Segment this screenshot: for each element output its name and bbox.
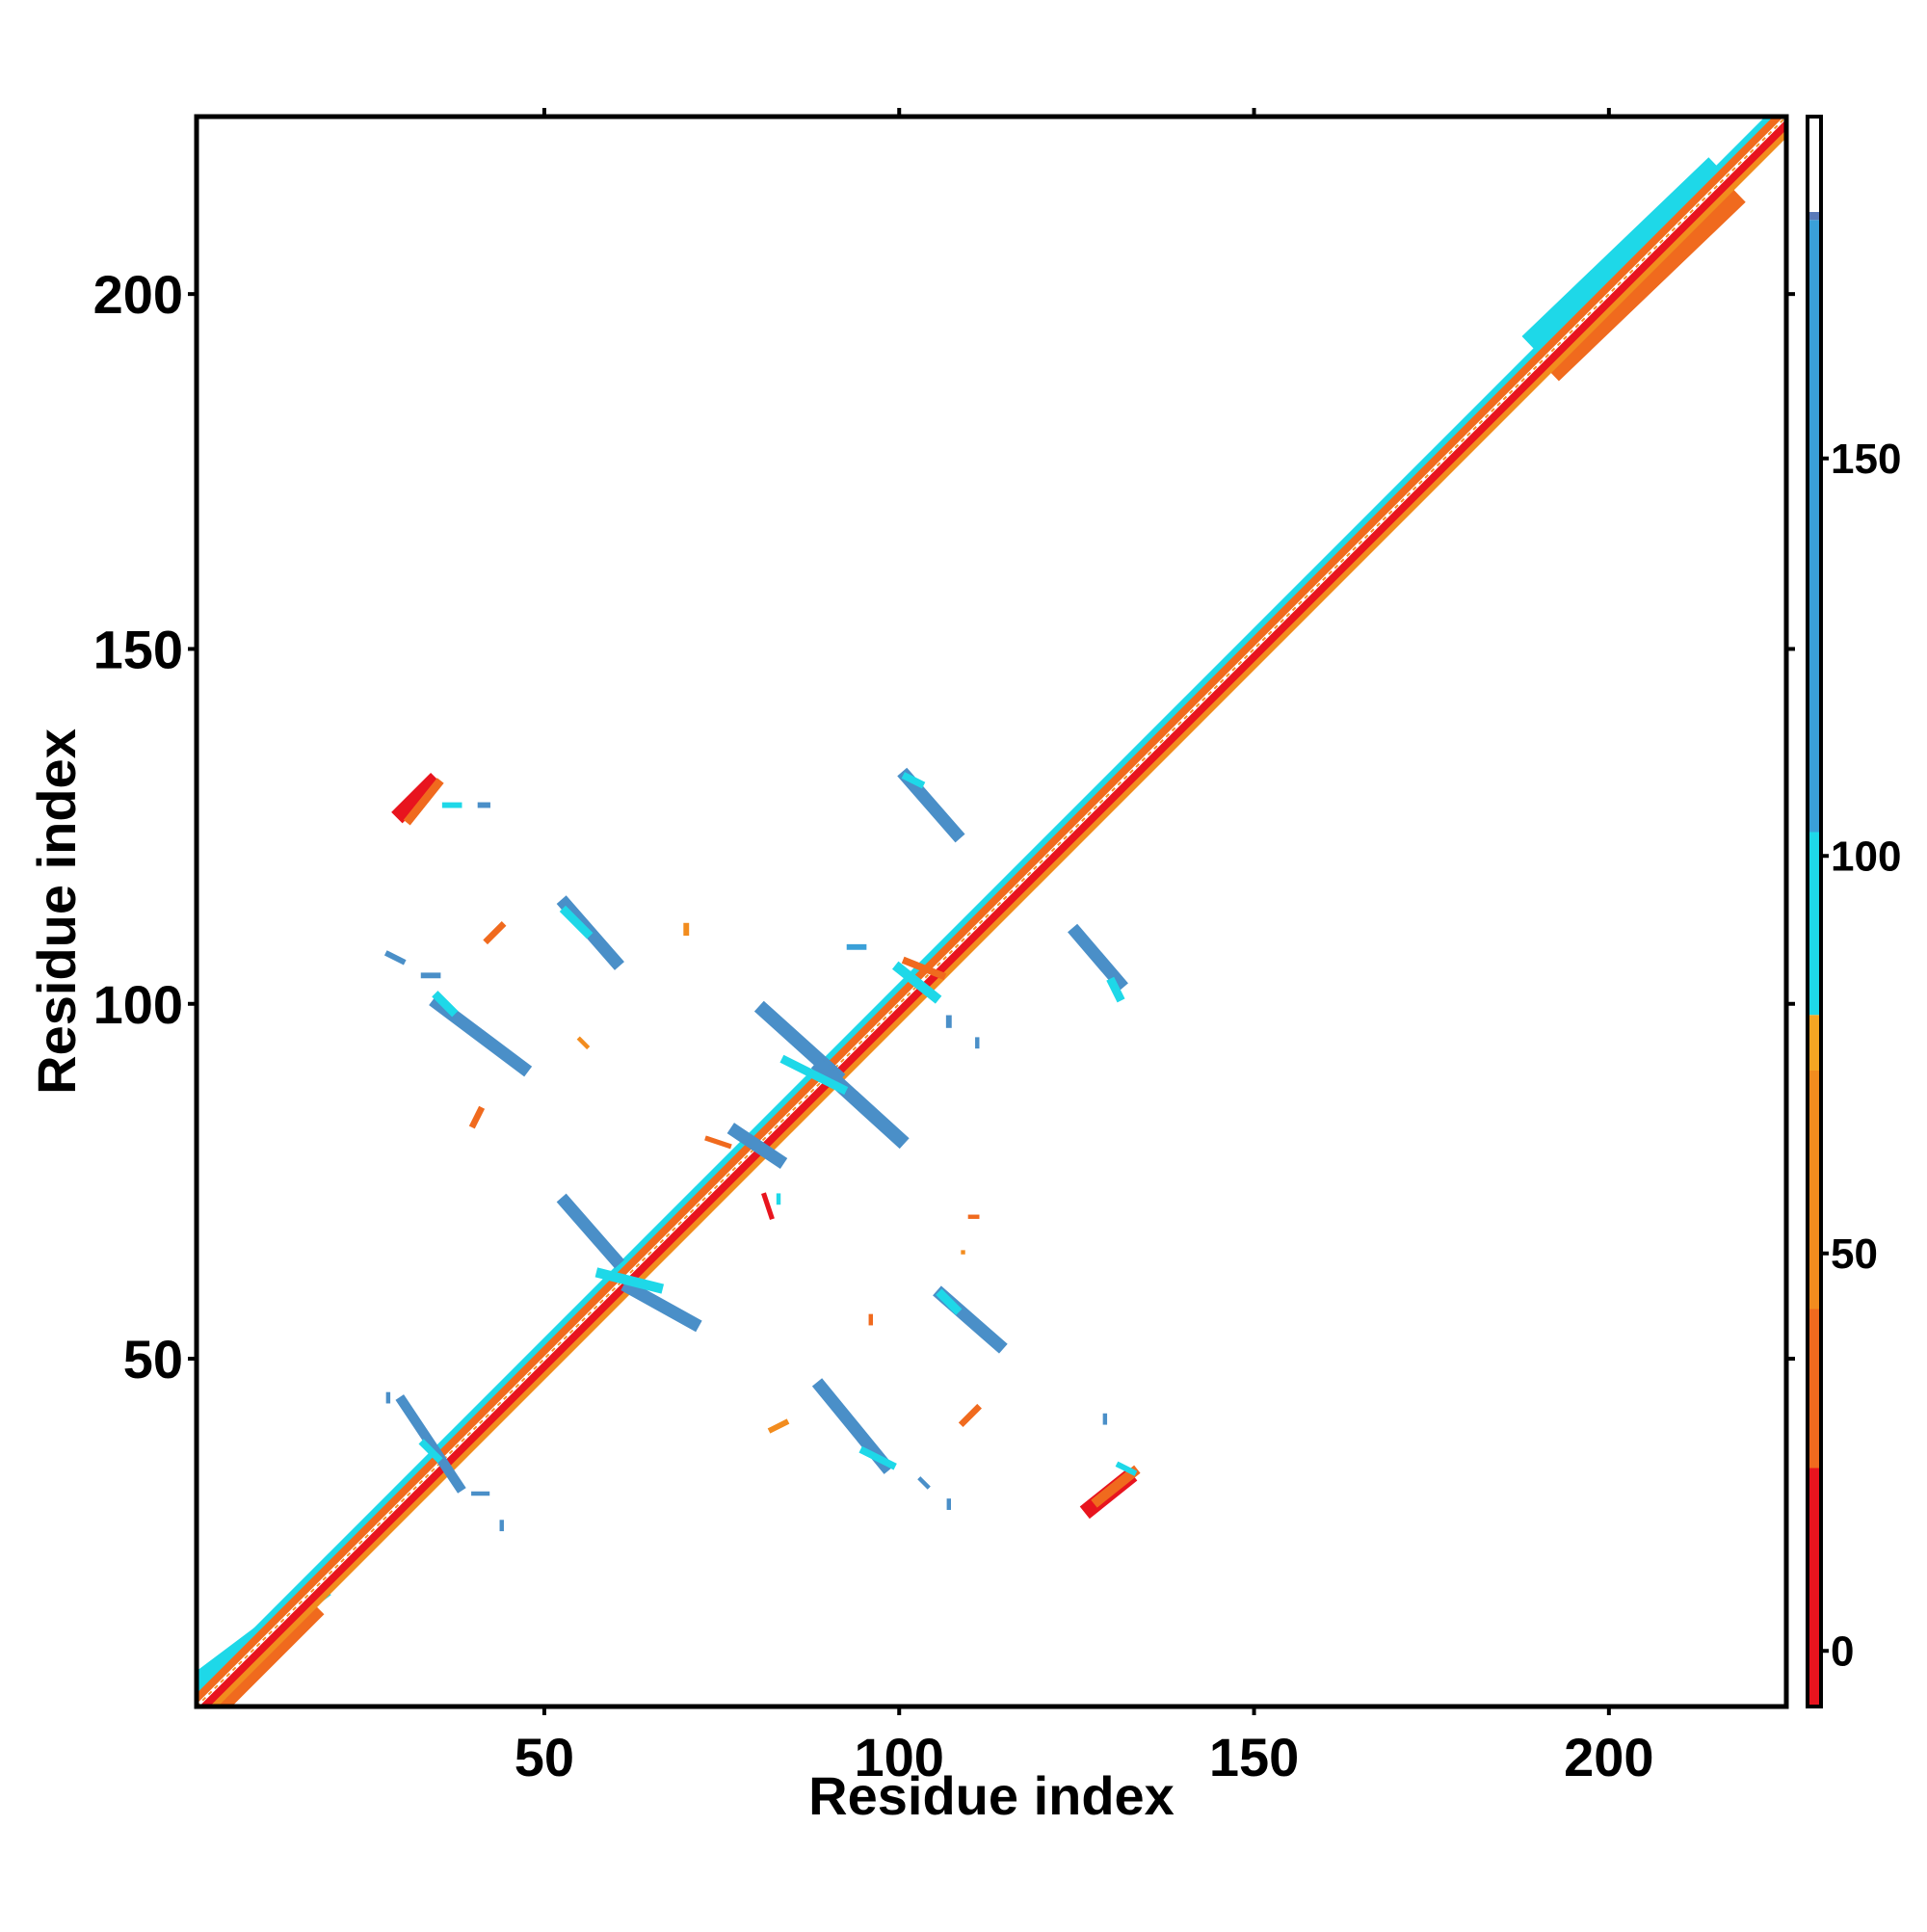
diagonal-band-3 (198, 120, 1786, 1707)
contact-segment-23 (901, 956, 947, 981)
y-axis-title: Residue index (26, 728, 87, 1095)
colorbar-band-6 (1808, 212, 1821, 221)
contact-segment-15 (810, 1057, 910, 1150)
contact-segment-12 (468, 1105, 486, 1129)
colorbar-band-1 (1808, 1309, 1821, 1469)
x-tick-label-200: 200 (1564, 1727, 1653, 1787)
contact-segment-29 (1068, 923, 1128, 992)
contact-segment-48 (395, 1394, 466, 1494)
contact-segment-41 (958, 1403, 982, 1428)
contact-segment-36 (936, 1288, 963, 1315)
y-tick-label-200: 200 (93, 264, 183, 325)
colorbar-tick-label-0: 0 (1831, 1628, 1854, 1675)
contact-segment-22 (891, 961, 942, 1004)
y-tick-label-50: 50 (123, 1329, 183, 1389)
x-tick-label-50: 50 (515, 1727, 574, 1787)
contact-segment-28 (901, 772, 926, 789)
diagonal-blob-3 (1543, 185, 1746, 382)
diagonal-band-1 (203, 127, 1786, 1707)
contact-segment-46 (1115, 1461, 1138, 1476)
contact-segment-42 (917, 1476, 931, 1490)
contact-segment-1 (403, 778, 444, 826)
colorbar-band-7 (1808, 117, 1821, 212)
contact-segment-38 (811, 1378, 894, 1474)
axes: 50 100 150 200 50 100 150 200 (93, 108, 1795, 1787)
contact-segment-18 (704, 1135, 732, 1150)
colorbar-band-0 (1808, 1468, 1821, 1707)
plot-marks (197, 117, 1786, 1707)
contact-segment-49 (418, 1439, 443, 1464)
contact-segment-0 (391, 772, 442, 824)
colorbar-frame (1806, 115, 1823, 1708)
contact-segment-11 (432, 991, 459, 1018)
contact-segment-40 (767, 1418, 790, 1434)
colorbar-band-5 (1808, 220, 1821, 833)
diagonal-band-2 (197, 117, 1785, 1703)
contact-segment-21 (594, 1267, 665, 1294)
contact-segment-16 (779, 1054, 849, 1096)
contact-segment-17 (726, 1123, 788, 1170)
diagonal-centre (197, 117, 1786, 1707)
contact-segment-13 (576, 1036, 591, 1050)
colorbar-tick-label-150: 150 (1831, 436, 1901, 483)
contact-segment-45 (1091, 1465, 1141, 1508)
contact-segment-39 (858, 1445, 897, 1470)
contact-segment-5 (559, 905, 594, 940)
contact-segment-30 (1106, 976, 1125, 1003)
contact-segment-31 (761, 1192, 775, 1221)
colorbar-tick-label-50: 50 (1831, 1231, 1878, 1278)
colorbar-tick-label-100: 100 (1831, 833, 1901, 880)
diagonal-band-0 (197, 117, 1780, 1696)
diagonal-blob-1 (210, 1600, 325, 1707)
contact-segment-8 (383, 950, 407, 966)
x-tick-label-150: 150 (1209, 1727, 1299, 1787)
y-tick-label-100: 100 (93, 974, 183, 1035)
colorbar-band-2 (1808, 1071, 1821, 1310)
contact-segment-6 (483, 921, 507, 945)
colorbar: 0 50 100 150 (1806, 115, 1901, 1708)
plot-area (197, 117, 1786, 1707)
contact-segment-19 (556, 1193, 624, 1269)
diagonal-blob-2 (1521, 157, 1725, 354)
colorbar-band-4 (1808, 832, 1821, 1016)
contact-segment-20 (620, 1279, 702, 1333)
colorbar-band-3 (1808, 1015, 1821, 1071)
x-axis-title: Residue index (808, 1765, 1175, 1826)
plot-frame (194, 114, 1789, 1709)
y-tick-label-150: 150 (93, 619, 183, 679)
x-tick-label-100: 100 (855, 1727, 944, 1787)
contact-segment-27 (897, 767, 965, 843)
